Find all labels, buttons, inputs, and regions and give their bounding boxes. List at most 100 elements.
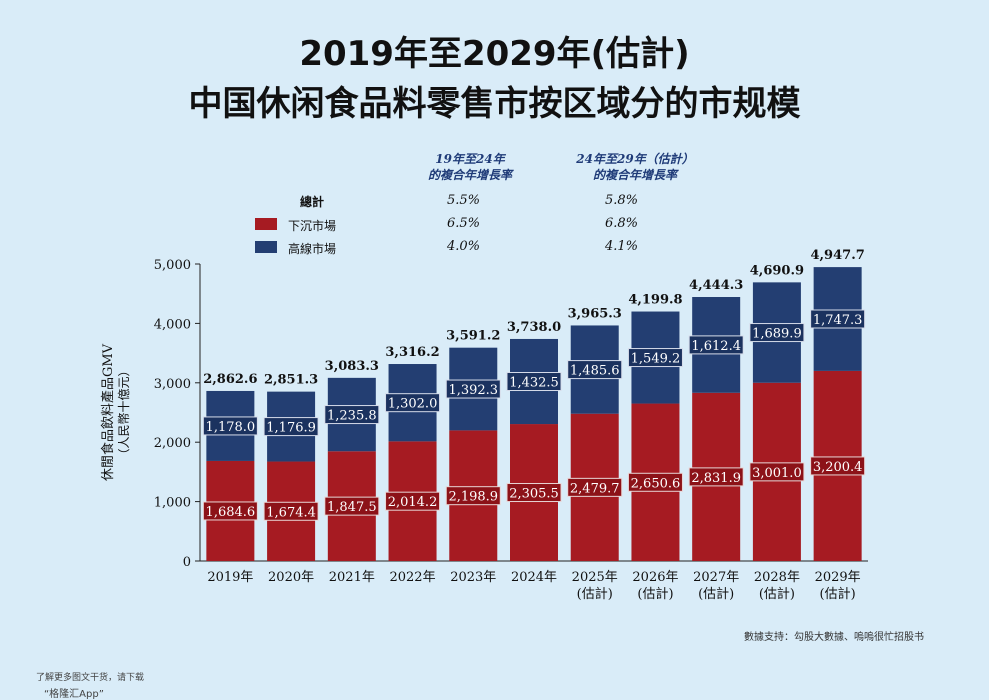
x-tick-label: 2025年 (572, 570, 618, 585)
data-label-lower-tier: 2,305.5 (509, 487, 559, 502)
x-tick-label: 2021年 (329, 570, 375, 585)
x-tick-label: 2023年 (450, 570, 496, 585)
data-label-box-lower-tier (506, 483, 562, 503)
data-label-lower-tier: 3,200.4 (813, 460, 863, 475)
data-label-higher-tier: 1,432.5 (509, 376, 559, 391)
data-label-total: 3,738.0 (507, 320, 561, 335)
cagr-value-higher-tier-1: 4.0% (447, 239, 481, 254)
data-label-higher-tier: 1,689.9 (752, 327, 802, 342)
y-tick-label: 0 (183, 555, 191, 570)
data-label-box-higher-tier (688, 335, 744, 355)
data-label-higher-tier: 1,176.9 (266, 421, 316, 436)
cagr-label-total: 總計 (300, 195, 325, 209)
x-tick-label: 2027年 (693, 570, 739, 585)
legend-swatch-lower-tier (255, 218, 277, 230)
x-tick-label: 2020年 (268, 570, 314, 585)
data-label-box-higher-tier (202, 416, 258, 436)
data-label-box-higher-tier (627, 348, 683, 368)
data-label-box-higher-tier (506, 372, 562, 392)
data-label-higher-tier: 1,178.0 (206, 420, 256, 435)
data-label-lower-tier: 2,831.9 (691, 471, 741, 486)
data-label-higher-tier: 1,612.4 (691, 339, 741, 354)
data-label-box-lower-tier (688, 467, 744, 487)
data-label-higher-tier: 1,235.8 (327, 409, 377, 424)
data-label-box-lower-tier (385, 491, 441, 511)
data-label-lower-tier: 2,014.2 (388, 495, 438, 510)
y-tick-label: 5,000 (154, 258, 191, 273)
y-tick-label: 4,000 (154, 317, 191, 332)
x-tick-sublabel: (估計) (820, 586, 856, 602)
data-label-box-lower-tier (445, 486, 501, 506)
data-label-lower-tier: 2,650.6 (631, 476, 681, 491)
data-label-higher-tier: 1,485.6 (570, 364, 620, 379)
x-tick-sublabel: (估計) (698, 586, 734, 602)
data-label-lower-tier: 2,479.7 (570, 481, 620, 496)
data-label-box-lower-tier (627, 472, 683, 492)
y-tick-label: 3,000 (154, 377, 191, 392)
data-label-box-lower-tier (749, 462, 805, 482)
footer-app-name: “格隆汇App” (44, 689, 104, 700)
data-source-note: 數據支持：勾股大數據、嗚嗚很忙招股书 (744, 632, 924, 643)
data-label-box-higher-tier (567, 360, 623, 380)
data-label-total: 4,947.7 (810, 248, 864, 263)
data-label-lower-tier: 1,684.6 (206, 505, 256, 520)
y-tick-label: 2,000 (154, 436, 191, 451)
cagr-label-higher-tier: 高線市場 (288, 242, 337, 256)
data-label-box-lower-tier (324, 496, 380, 516)
data-label-higher-tier: 1,549.2 (631, 352, 681, 367)
cagr-header-2-line1: 24年至29年（估計） (576, 152, 694, 166)
data-label-box-lower-tier (567, 477, 623, 497)
data-label-total: 3,965.3 (568, 306, 622, 321)
data-label-box-higher-tier (263, 417, 319, 437)
x-tick-label: 2028年 (754, 570, 800, 585)
cagr-value-lower-tier-2: 6.8% (605, 216, 639, 231)
data-label-total: 4,444.3 (689, 278, 743, 293)
cagr-header-1-line2: 的複合年增長率 (427, 168, 512, 182)
data-label-higher-tier: 1,747.3 (813, 313, 863, 328)
data-label-lower-tier: 3,001.0 (752, 466, 802, 481)
y-axis-label-line1: 休閒食品飲料產品GMV (100, 343, 116, 481)
data-label-total: 4,199.8 (628, 293, 682, 308)
cagr-label-lower-tier: 下沉市場 (288, 219, 337, 233)
x-tick-sublabel: (估計) (637, 586, 673, 602)
x-tick-sublabel: (估計) (577, 586, 613, 602)
y-tick-label: 1,000 (154, 496, 191, 511)
x-tick-sublabel: (估計) (759, 586, 795, 602)
data-label-box-higher-tier (810, 309, 866, 329)
data-label-lower-tier: 2,198.9 (448, 490, 498, 505)
chart-title-line2: 中国休闲食品料零售市按区域分的市规模 (188, 84, 801, 124)
data-label-box-higher-tier (324, 405, 380, 425)
cagr-value-higher-tier-2: 4.1% (605, 239, 639, 254)
data-label-higher-tier: 1,302.0 (388, 397, 438, 412)
cagr-value-total-1: 5.5% (447, 193, 481, 208)
chart-title-line1: 2019年至2029年(估計) (299, 34, 690, 74)
data-label-total: 3,083.3 (325, 359, 379, 374)
x-tick-label: 2022年 (389, 570, 435, 585)
x-tick-label: 2019年 (207, 570, 253, 585)
data-label-total: 3,591.2 (446, 329, 500, 344)
data-label-box-higher-tier (749, 323, 805, 343)
data-label-box-lower-tier (202, 501, 258, 521)
cagr-header-2-line2: 的複合年增長率 (592, 168, 677, 182)
data-label-box-lower-tier (263, 501, 319, 521)
data-label-box-higher-tier (385, 393, 441, 413)
x-tick-label: 2026年 (632, 570, 678, 585)
data-label-total: 4,690.9 (750, 263, 804, 278)
data-label-higher-tier: 1,392.3 (448, 383, 498, 398)
y-axis-label-line2: （人民幣十億元） (117, 364, 131, 460)
data-label-lower-tier: 1,847.5 (327, 500, 377, 515)
cagr-header-2: 24年至29年（估計） 的複合年增長率 (560, 151, 710, 183)
data-label-total: 3,316.2 (385, 345, 439, 360)
data-label-lower-tier: 1,674.4 (266, 505, 316, 520)
cagr-value-total-2: 5.8% (605, 193, 639, 208)
footer-download-note: 了解更多图文干货，请下载 (36, 673, 145, 683)
data-label-box-higher-tier (445, 379, 501, 399)
legend-swatch-higher-tier (255, 241, 277, 253)
data-label-total: 2,851.3 (264, 373, 318, 388)
data-label-box-lower-tier (810, 456, 866, 476)
x-tick-label: 2024年 (511, 570, 557, 585)
data-label-total: 2,862.6 (203, 372, 257, 387)
cagr-value-lower-tier-1: 6.5% (447, 216, 481, 231)
cagr-header-1-line1: 19年至24年 (435, 152, 505, 166)
